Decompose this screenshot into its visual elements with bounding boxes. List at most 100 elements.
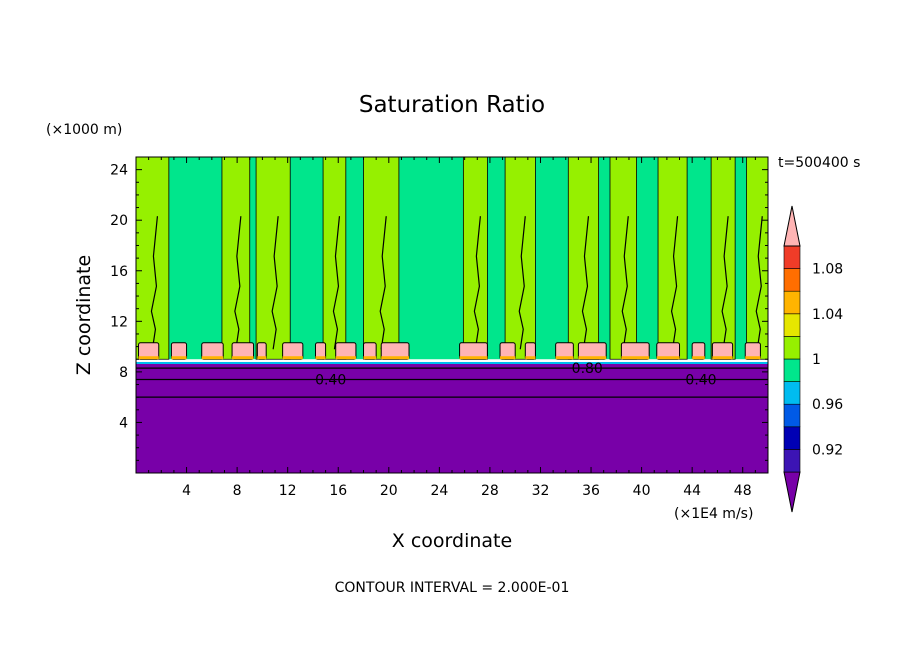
contour-line	[379, 216, 387, 350]
cloud-cap	[256, 342, 267, 360]
cloud-base-band	[656, 356, 680, 360]
cloud-cap	[282, 342, 304, 360]
cloud-cap	[691, 342, 706, 360]
contour-line	[581, 216, 590, 350]
cloud-base-band	[500, 356, 516, 360]
cloud-base-band	[138, 356, 159, 360]
cloud-cap	[201, 342, 224, 360]
cloud-base-band	[201, 356, 224, 360]
supersaturated-column	[504, 157, 536, 360]
chart-title: Saturation Ratio	[359, 92, 545, 118]
x-tick-label: 16	[329, 483, 347, 499]
x-tick-label: 8	[233, 483, 242, 499]
contour-interval-footer: CONTOUR INTERVAL = 2.000E-01	[335, 580, 570, 596]
colorbar-segment	[783, 449, 801, 473]
time-label: t=500400 s	[778, 155, 860, 171]
colorbar-segment	[783, 426, 801, 450]
x-tick-label: 48	[734, 483, 752, 499]
cloud-cap	[231, 342, 255, 360]
x-tick-label: 24	[430, 483, 448, 499]
x-tick-label: 20	[380, 483, 398, 499]
x-axis: 4 8 12 16 20 24 28 32 36 40 44 48	[148, 157, 756, 499]
contour-labels: 0.40 0.80 0.40	[315, 361, 717, 388]
cloud-base-band	[282, 356, 303, 360]
x-tick-label: 40	[633, 483, 651, 499]
supersaturated-column	[746, 157, 768, 360]
cloud-cap	[314, 342, 327, 360]
cloud-base-band	[363, 356, 377, 360]
cloud-cap	[170, 342, 188, 360]
cloud-base-band	[335, 356, 356, 360]
supersaturated-column	[363, 157, 400, 360]
y-tick-label: 12	[110, 314, 128, 330]
x-tick-label: 44	[683, 483, 701, 499]
contour-line	[621, 216, 629, 350]
cloud-cap	[459, 342, 488, 360]
supersaturated-column	[710, 157, 736, 360]
cloud-base-band	[171, 356, 187, 360]
cloud-cap	[363, 342, 377, 360]
cloud-cap	[577, 342, 607, 360]
y-tick-label: 16	[110, 264, 128, 280]
contour-line	[518, 216, 526, 350]
supersaturated-column	[657, 157, 688, 360]
colorbar-label: 1	[812, 352, 821, 368]
cloud-base-band	[712, 356, 733, 360]
x-axis-label: X coordinate	[392, 530, 512, 552]
cloud-base-band	[692, 356, 705, 360]
cloud-base-band	[232, 356, 254, 360]
cloud-cap	[335, 342, 357, 360]
x-tick-label: 4	[182, 483, 191, 499]
supersaturated-column	[255, 157, 291, 360]
colorbar-label: 0.96	[812, 397, 843, 413]
y-tick-label: 8	[119, 365, 128, 381]
x-unit-label: (×1E4 m/s)	[674, 506, 753, 522]
contour-label: 0.40	[685, 372, 716, 388]
contour-line	[150, 216, 159, 350]
cloud-cap	[744, 342, 761, 360]
colorbar-segment	[783, 245, 801, 269]
cloud-cap	[711, 342, 734, 360]
x-tick-label: 32	[532, 483, 550, 499]
colorbar-segment	[783, 313, 801, 337]
supersaturated-column	[136, 157, 170, 360]
y-tick-label: 24	[110, 163, 128, 179]
colorbar-label: 0.92	[812, 442, 843, 458]
supersaturated-column	[462, 157, 488, 360]
contour-line	[755, 216, 763, 350]
colorbar-legend: 0.92 0.96 1 1.04 1.08	[783, 205, 843, 513]
contour-line	[332, 216, 341, 350]
cloud-cap	[620, 342, 650, 360]
dry-region	[136, 363, 768, 473]
contour-line	[271, 216, 279, 350]
cloud-base-band	[459, 356, 488, 360]
colorbar-segment	[783, 358, 801, 382]
contour-line	[670, 216, 679, 350]
contour-line	[473, 216, 481, 350]
x-tick-label: 28	[481, 483, 499, 499]
cloud-base-band	[555, 356, 574, 360]
supersaturated-column	[567, 157, 600, 360]
colorbar-segment	[783, 403, 801, 428]
colorbar-label: 1.04	[812, 307, 843, 323]
colorbar-upper-extension	[783, 205, 801, 247]
y-axis: 4 8 12 16 20 24	[110, 163, 768, 461]
colorbar-segment	[783, 268, 801, 292]
cloud-base-band	[745, 356, 761, 360]
cloud-base-band	[315, 356, 326, 360]
cloud-base-band	[381, 356, 410, 360]
contour-label: 0.40	[315, 372, 346, 388]
cloud-base-band	[525, 356, 536, 360]
y-axis-label: Z coordinate	[73, 255, 95, 375]
y-tick-label: 20	[110, 213, 128, 229]
supersaturated-column	[609, 157, 637, 360]
cloud-base-band	[621, 356, 650, 360]
cloud-cap	[555, 342, 574, 360]
cloud-cap	[499, 342, 516, 360]
cloud-base-band	[257, 356, 267, 360]
colorbar-segment	[783, 336, 801, 360]
contour-line	[234, 216, 242, 350]
supersaturated-column	[322, 157, 347, 360]
colorbar-lower-extension	[783, 471, 801, 513]
